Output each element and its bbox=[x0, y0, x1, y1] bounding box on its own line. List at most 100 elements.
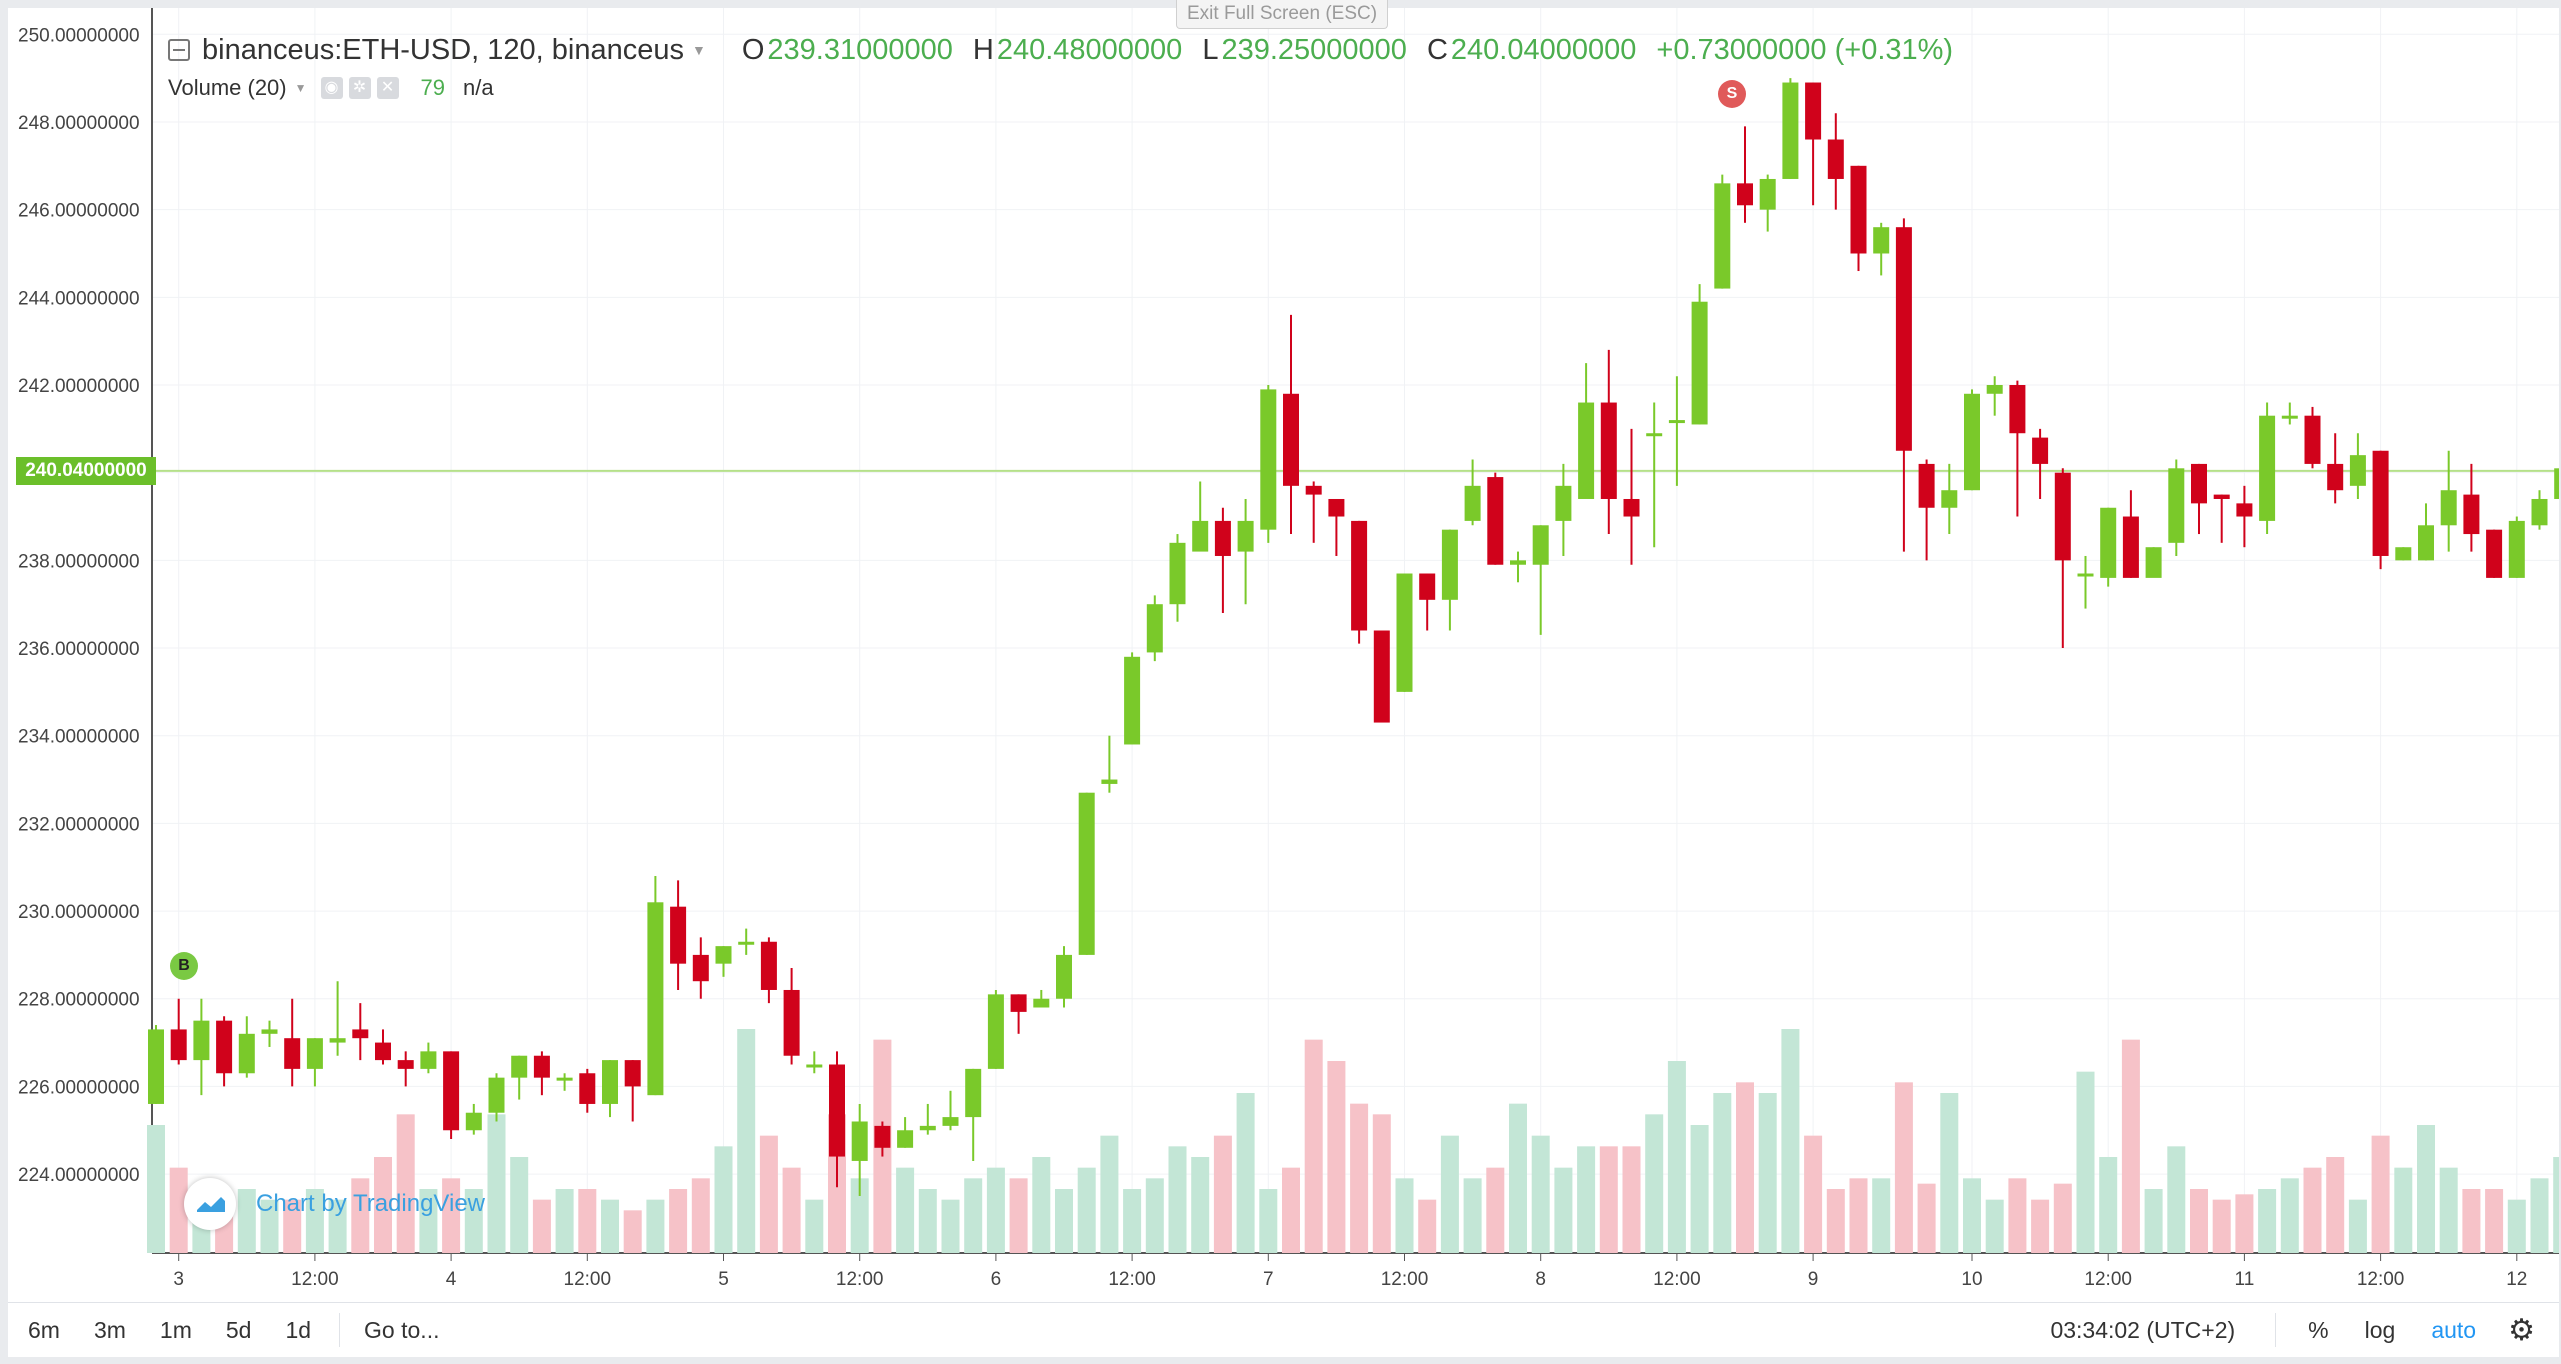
candle-body[interactable] bbox=[1737, 183, 1753, 206]
candle-body[interactable] bbox=[1827, 139, 1844, 179]
candle-body[interactable] bbox=[1419, 573, 1436, 600]
candle-body[interactable] bbox=[2327, 463, 2344, 491]
candle-body[interactable] bbox=[1305, 485, 1322, 495]
buy-marker[interactable]: B bbox=[170, 952, 198, 980]
candle-body[interactable] bbox=[533, 1055, 550, 1078]
candle-body[interactable] bbox=[2418, 525, 2434, 561]
candle-body[interactable] bbox=[443, 1051, 460, 1131]
goto-date-button[interactable]: Go to... bbox=[364, 1316, 440, 1343]
volume-label[interactable]: Volume (20) bbox=[168, 75, 287, 100]
chart-panel[interactable]: 224.00000000 226.00000000 228.00000000 230.… bbox=[8, 8, 2559, 1302]
candle-body[interactable] bbox=[1169, 542, 1186, 605]
clock-timezone[interactable]: 03:34:02 (UTC+2) bbox=[2050, 1316, 2236, 1343]
candle-body[interactable] bbox=[1691, 301, 1708, 425]
candle-body[interactable] bbox=[2122, 516, 2139, 578]
candle-body[interactable] bbox=[1805, 82, 1822, 140]
candle-body[interactable] bbox=[2259, 415, 2276, 521]
tradingview-watermark[interactable]: Chart by TradingView bbox=[184, 1178, 485, 1230]
candle-body[interactable] bbox=[1895, 227, 1912, 451]
candle-body[interactable] bbox=[783, 989, 800, 1056]
volume-legend[interactable]: Volume (20) ▼ ◉ ✲ ✕ 79 n/a bbox=[168, 72, 494, 104]
candle-body[interactable] bbox=[375, 1042, 391, 1061]
candle-body[interactable] bbox=[1441, 529, 1458, 600]
candle-body[interactable] bbox=[2440, 490, 2457, 526]
candle-body[interactable] bbox=[2077, 573, 2094, 577]
candle-body[interactable] bbox=[2236, 503, 2253, 517]
collapse-legend-icon[interactable] bbox=[168, 39, 190, 61]
candle-body[interactable] bbox=[556, 1077, 573, 1081]
candle-body[interactable] bbox=[942, 1117, 959, 1126]
candle-body[interactable] bbox=[1759, 178, 1776, 210]
candle-body[interactable] bbox=[1600, 402, 1617, 499]
range-1d-button[interactable]: 1d bbox=[285, 1316, 312, 1343]
candle-body[interactable] bbox=[1237, 520, 1254, 552]
candle-body[interactable] bbox=[2009, 385, 2026, 434]
candle-body[interactable] bbox=[2281, 415, 2298, 419]
candle-body[interactable] bbox=[1146, 604, 1163, 653]
candle-body[interactable] bbox=[2554, 468, 2559, 499]
range-5d-button[interactable]: 5d bbox=[225, 1316, 252, 1343]
candle-body[interactable] bbox=[1714, 183, 1731, 289]
watermark-text[interactable]: Chart by TradingView bbox=[256, 1190, 486, 1217]
candle-body[interactable] bbox=[692, 954, 709, 982]
candle-body[interactable] bbox=[329, 1038, 346, 1043]
candle-body[interactable] bbox=[2372, 450, 2389, 556]
candle-body[interactable] bbox=[1283, 393, 1299, 486]
candle-body[interactable] bbox=[874, 1125, 891, 1148]
candle-body[interactable] bbox=[1260, 389, 1277, 530]
range-1m-button[interactable]: 1m bbox=[159, 1316, 192, 1343]
candle-body[interactable] bbox=[738, 941, 755, 945]
candle-body[interactable] bbox=[2304, 415, 2321, 464]
gear-icon[interactable]: ✲ bbox=[348, 77, 371, 99]
candle-body[interactable] bbox=[1986, 385, 2003, 394]
candle-body[interactable] bbox=[1850, 165, 1867, 254]
log-scale-button[interactable]: log bbox=[2364, 1316, 2396, 1343]
candle-body[interactable] bbox=[261, 1029, 278, 1034]
candle-body[interactable] bbox=[2213, 494, 2230, 499]
symbol-title[interactable]: binanceus:ETH-USD, 120, binanceus bbox=[202, 33, 684, 66]
candle-body[interactable] bbox=[2032, 437, 2049, 464]
candle-body[interactable] bbox=[1033, 998, 1050, 1008]
candle-body[interactable] bbox=[2349, 455, 2366, 486]
range-3m-button[interactable]: 3m bbox=[93, 1316, 126, 1343]
candle-body[interactable] bbox=[624, 1060, 641, 1087]
candle-body[interactable] bbox=[1214, 520, 1231, 556]
volume-dropdown-icon[interactable]: ▼ bbox=[294, 81, 307, 95]
candle-body[interactable] bbox=[216, 1020, 233, 1074]
candle-body[interactable] bbox=[2486, 529, 2503, 578]
candle-body[interactable] bbox=[1056, 954, 1072, 999]
series-legend[interactable]: binanceus:ETH-USD, 120, binanceus ▼ O 239… bbox=[168, 30, 1953, 70]
candle-body[interactable] bbox=[284, 1038, 301, 1069]
candle-body[interactable] bbox=[1578, 402, 1595, 499]
candle-body[interactable] bbox=[1964, 393, 1980, 491]
candle-body[interactable] bbox=[170, 1029, 187, 1061]
candle-body[interactable] bbox=[829, 1064, 845, 1157]
candle-body[interactable] bbox=[897, 1130, 914, 1148]
candle-body[interactable] bbox=[760, 941, 777, 990]
candle-body[interactable] bbox=[2168, 468, 2185, 543]
candle-body[interactable] bbox=[579, 1073, 596, 1104]
candle-body[interactable] bbox=[919, 1125, 936, 1131]
candle-body[interactable] bbox=[1918, 463, 1935, 508]
candle-body[interactable] bbox=[1396, 573, 1413, 692]
range-6m-button[interactable]: 6m bbox=[28, 1316, 60, 1343]
candle-body[interactable] bbox=[1646, 433, 1663, 437]
sell-marker[interactable]: S bbox=[1718, 80, 1746, 108]
candle-body[interactable] bbox=[851, 1121, 868, 1161]
candle-body[interactable] bbox=[1623, 498, 1640, 517]
candle-body[interactable] bbox=[715, 946, 732, 964]
candle-body[interactable] bbox=[1101, 779, 1118, 784]
candle-body[interactable] bbox=[1532, 525, 1549, 565]
price-chart[interactable]: 224.00000000 226.00000000 228.00000000 230.… bbox=[8, 8, 2559, 1302]
candle-body[interactable] bbox=[2145, 547, 2162, 578]
candle-body[interactable] bbox=[670, 906, 687, 964]
candle-body[interactable] bbox=[1373, 630, 1390, 723]
candle-body[interactable] bbox=[1782, 82, 1799, 179]
candle-body[interactable] bbox=[965, 1068, 982, 1118]
candle-body[interactable] bbox=[1555, 485, 1572, 521]
candle-body[interactable] bbox=[1487, 477, 1504, 565]
candle-body[interactable] bbox=[1192, 520, 1209, 552]
candle-body[interactable] bbox=[1668, 420, 1685, 424]
candle-body[interactable] bbox=[1078, 792, 1095, 955]
candle-body[interactable] bbox=[1873, 227, 1890, 254]
